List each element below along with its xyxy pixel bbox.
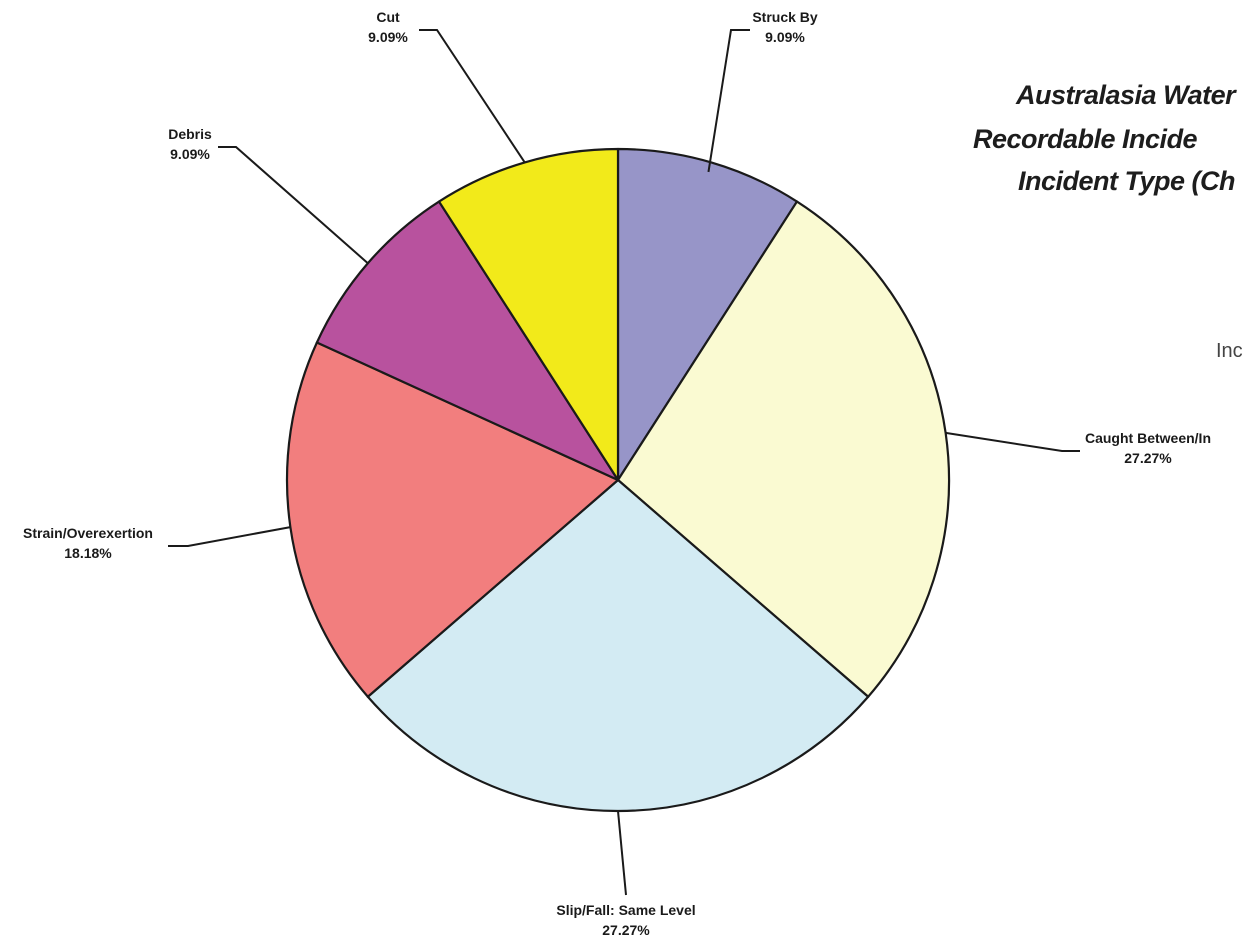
- slice-label: Cut: [376, 9, 400, 25]
- pie-slice-strain-overexertion: [285, 341, 620, 698]
- chart-title-line-2: Recordable Incide: [973, 124, 1198, 154]
- slice-label: Strain/Overexertion: [23, 525, 153, 541]
- pie-slice-struck-by: [616, 147, 799, 482]
- chart-title-line-3: Incident Type (Ch: [1018, 166, 1236, 196]
- slice-value-label: 27.27%: [1124, 450, 1172, 466]
- slice-value-label: 27.27%: [602, 922, 650, 938]
- leader-line: [617, 810, 627, 896]
- leader-line: [218, 146, 369, 264]
- slice-label: Slip/Fall: Same Level: [556, 902, 695, 918]
- leader-line: [419, 29, 526, 163]
- pie-slice-debris: [315, 200, 620, 482]
- pie-slice-caught-between-in: [616, 200, 951, 698]
- slice-label: Debris: [168, 126, 212, 142]
- slice-value-label: 9.09%: [765, 29, 805, 45]
- slice-value-label: 9.09%: [368, 29, 408, 45]
- leader-line: [707, 29, 750, 173]
- slice-label: Caught Between/In: [1085, 430, 1211, 446]
- chart-title-line-1: Australasia Water: [1016, 80, 1236, 110]
- legend-title: Inc: [1216, 340, 1243, 362]
- leader-line: [945, 431, 1080, 452]
- leader-line: [168, 526, 291, 547]
- slice-value-label: 9.09%: [170, 146, 210, 162]
- pie-slice-cut: [437, 147, 620, 482]
- slice-value-label: 18.18%: [64, 545, 112, 561]
- slice-label: Struck By: [752, 9, 818, 25]
